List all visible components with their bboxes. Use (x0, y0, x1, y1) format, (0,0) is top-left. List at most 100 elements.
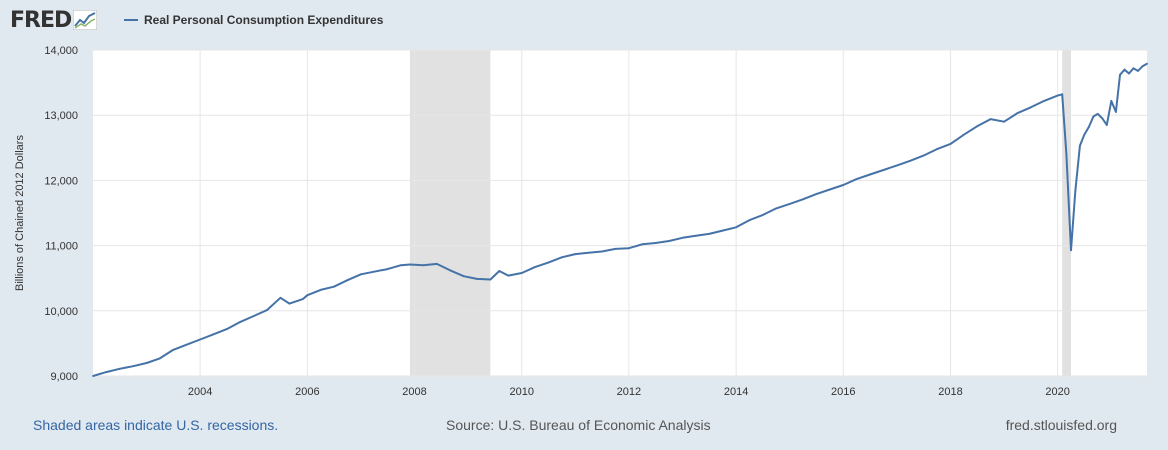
legend-swatch (124, 19, 138, 21)
data-point (132, 365, 134, 368)
y-tick-label: 13,000 (44, 110, 78, 122)
data-point (489, 278, 492, 281)
data-point (319, 289, 322, 291)
x-tick-label: 2010 (510, 386, 534, 398)
data-point (239, 320, 242, 323)
x-tick-label: 2008 (402, 386, 426, 398)
data-point (409, 263, 411, 266)
data-point (386, 268, 389, 270)
data-point (172, 349, 175, 351)
data-point (922, 154, 925, 157)
fred-logo[interactable]: FRED (10, 6, 98, 34)
data-point (185, 343, 188, 346)
data-point (694, 234, 697, 237)
data-point (288, 302, 291, 305)
data-point (1079, 144, 1081, 147)
data-point (212, 333, 215, 336)
data-point (654, 242, 657, 244)
gridlines (93, 49, 1147, 377)
data-point (828, 188, 831, 191)
x-tick-label: 2014 (724, 386, 748, 398)
data-point (681, 236, 684, 239)
data-point (306, 294, 309, 297)
chart: 9,000 10,000 11,000 12,000 13,000 14,000 2004… (14, 45, 1148, 398)
data-point (547, 261, 550, 264)
recession-bands (409, 50, 1071, 376)
recession-note[interactable]: Shaded areas indicate U.S. recessions. (33, 417, 279, 433)
data-point (748, 219, 751, 222)
y-tick-label: 9,000 (50, 371, 78, 383)
recession-band (1062, 50, 1071, 376)
data-point (449, 269, 452, 272)
data-point (882, 169, 885, 171)
data-point (896, 164, 898, 167)
data-point (721, 229, 724, 232)
data-point (534, 266, 536, 269)
data-point (1123, 68, 1126, 71)
data-point (1101, 117, 1104, 120)
data-point (1092, 115, 1095, 118)
data-point (788, 202, 791, 205)
data-point (735, 226, 738, 229)
legend-label: Real Personal Consumption Expenditures (144, 13, 384, 27)
data-point (802, 198, 804, 201)
data-points (92, 62, 1148, 377)
data-point (1096, 112, 1099, 115)
data-point (1070, 249, 1072, 252)
x-tick-label: 2012 (617, 386, 641, 398)
y-tick-label: 14,000 (44, 45, 78, 57)
data-point (118, 367, 121, 370)
data-point (1141, 65, 1144, 68)
data-point (614, 247, 617, 250)
data-point (199, 338, 202, 341)
data-point (1003, 120, 1005, 123)
x-axis-ticks: 2004 2006 2008 2010 2012 2014 2016 2018 2020 (188, 386, 1070, 398)
data-point (1065, 153, 1068, 156)
data-point (815, 193, 818, 195)
data-point (360, 273, 362, 276)
data-point (507, 274, 510, 277)
data-point (225, 328, 228, 330)
y-axis-ticks: 9,000 10,000 11,000 12,000 13,000 14,000 (44, 45, 78, 383)
data-point (1128, 72, 1130, 75)
data-point (936, 148, 938, 151)
site-link[interactable]: fred.stlouisfed.org (1005, 417, 1117, 433)
header: FRED Real Personal Consumption Expenditu… (0, 0, 1168, 40)
x-tick-label: 2016 (831, 386, 855, 398)
y-tick-label: 11,000 (45, 241, 78, 253)
data-point (475, 277, 478, 280)
data-point (641, 243, 644, 246)
data-point (1137, 69, 1139, 72)
y-axis-label: Billions of Chained 2012 Dollars (14, 135, 26, 291)
x-tick-label: 2004 (188, 386, 212, 398)
data-point (346, 279, 349, 282)
x-tick-label: 2018 (938, 386, 962, 398)
data-point (92, 375, 94, 377)
data-point (400, 264, 402, 267)
data-point (1105, 124, 1108, 126)
data-point (1146, 62, 1148, 65)
data-point (462, 275, 465, 278)
data-point (627, 247, 630, 250)
data-point (373, 270, 376, 273)
recession-band (409, 50, 491, 376)
data-point (252, 315, 255, 317)
data-point (775, 207, 778, 210)
x-tick-label: 2020 (1045, 386, 1069, 398)
data-point (560, 256, 563, 259)
source-note: Source: U.S. Bureau of Economic Analysis (446, 417, 711, 433)
data-point (279, 296, 282, 299)
data-point (976, 125, 978, 128)
data-point (949, 142, 952, 145)
data-point (145, 362, 148, 364)
data-point (909, 159, 912, 162)
data-point (855, 178, 858, 180)
data-point (1016, 112, 1019, 115)
data-point (989, 118, 992, 121)
data-point (266, 309, 268, 312)
data-point (1083, 133, 1086, 136)
data-point (587, 251, 590, 254)
y-tick-label: 10,000 (44, 306, 78, 318)
data-point (1132, 67, 1135, 70)
data-point (1043, 99, 1046, 102)
